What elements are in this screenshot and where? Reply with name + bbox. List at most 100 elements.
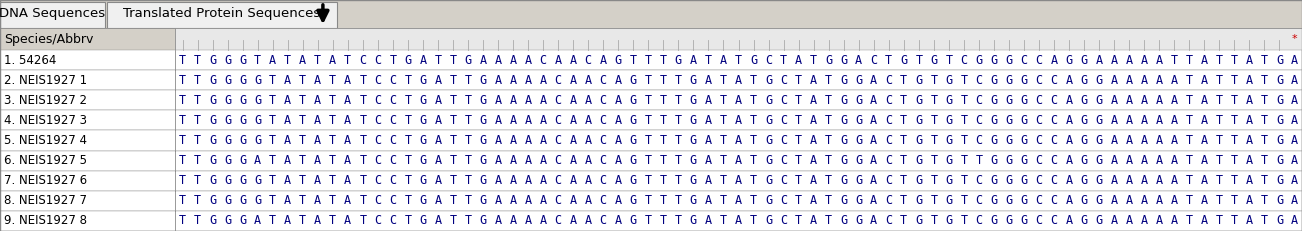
- Text: A: A: [1156, 134, 1163, 147]
- Text: T: T: [796, 154, 802, 167]
- Text: G: G: [1021, 94, 1027, 107]
- Text: T: T: [961, 194, 967, 207]
- Text: G: G: [690, 114, 697, 127]
- Text: T: T: [299, 74, 306, 87]
- Text: G: G: [945, 134, 953, 147]
- Text: A: A: [254, 214, 262, 228]
- Text: G: G: [991, 54, 997, 67]
- Text: G: G: [945, 174, 953, 187]
- Text: G: G: [1081, 54, 1087, 67]
- Text: T: T: [674, 154, 682, 167]
- Text: A: A: [1126, 134, 1133, 147]
- Text: G: G: [1021, 74, 1027, 87]
- Text: T: T: [900, 214, 907, 228]
- Text: T: T: [1260, 194, 1268, 207]
- Text: T: T: [704, 54, 712, 67]
- Text: A: A: [1065, 174, 1073, 187]
- Text: A: A: [1065, 94, 1073, 107]
- Text: C: C: [1051, 74, 1057, 87]
- Text: G: G: [840, 214, 848, 228]
- Text: T: T: [329, 194, 336, 207]
- Text: A: A: [1111, 54, 1117, 67]
- Text: 9. NEIS1927 8: 9. NEIS1927 8: [4, 214, 87, 228]
- Text: G: G: [465, 54, 471, 67]
- Text: T: T: [178, 54, 186, 67]
- Text: T: T: [1260, 134, 1268, 147]
- Text: T: T: [465, 194, 471, 207]
- Text: G: G: [690, 94, 697, 107]
- Text: A: A: [704, 114, 712, 127]
- Text: T: T: [644, 94, 652, 107]
- Text: G: G: [1021, 174, 1027, 187]
- Text: A: A: [539, 114, 547, 127]
- Text: A: A: [495, 94, 501, 107]
- Text: T: T: [660, 94, 667, 107]
- Text: T: T: [1186, 214, 1193, 228]
- Text: A: A: [344, 154, 352, 167]
- Text: C: C: [885, 114, 892, 127]
- Text: A: A: [1246, 94, 1253, 107]
- Text: G: G: [240, 194, 246, 207]
- Text: C: C: [870, 54, 878, 67]
- Text: G: G: [419, 194, 427, 207]
- Text: A: A: [314, 94, 322, 107]
- Text: T: T: [1260, 94, 1268, 107]
- Text: T: T: [314, 54, 322, 67]
- Text: G: G: [840, 94, 848, 107]
- Text: G: G: [419, 174, 427, 187]
- Text: C: C: [555, 134, 561, 147]
- Text: A: A: [810, 154, 818, 167]
- Bar: [0, 151, 1302, 171]
- Text: G: G: [991, 154, 997, 167]
- Text: G: G: [840, 174, 848, 187]
- Text: T: T: [825, 94, 832, 107]
- Text: G: G: [240, 134, 246, 147]
- Text: G: G: [915, 74, 922, 87]
- Text: T: T: [1260, 74, 1268, 87]
- Text: T: T: [630, 54, 637, 67]
- Text: G: G: [1005, 74, 1013, 87]
- Text: A: A: [1126, 114, 1133, 127]
- Text: A: A: [734, 74, 742, 87]
- Text: T: T: [825, 74, 832, 87]
- Text: A: A: [704, 94, 712, 107]
- Text: 1. 54264: 1. 54264: [4, 54, 56, 67]
- Text: T: T: [931, 134, 937, 147]
- Text: C: C: [885, 94, 892, 107]
- Text: C: C: [1035, 94, 1043, 107]
- Text: A: A: [585, 134, 592, 147]
- Text: A: A: [1065, 194, 1073, 207]
- Text: C: C: [374, 134, 381, 147]
- Text: G: G: [766, 194, 772, 207]
- Text: T: T: [405, 154, 411, 167]
- Text: G: G: [1021, 114, 1027, 127]
- Text: G: G: [479, 114, 487, 127]
- Text: C: C: [389, 194, 396, 207]
- Text: A: A: [1246, 74, 1253, 87]
- Text: T: T: [344, 54, 352, 67]
- Text: C: C: [600, 214, 607, 228]
- Text: A: A: [1200, 74, 1208, 87]
- Text: A: A: [509, 134, 517, 147]
- Text: A: A: [435, 154, 441, 167]
- Text: T: T: [750, 114, 756, 127]
- Text: T: T: [825, 214, 832, 228]
- Text: C: C: [389, 94, 396, 107]
- Text: A: A: [615, 214, 622, 228]
- Text: T: T: [674, 194, 682, 207]
- Text: C: C: [975, 94, 983, 107]
- Text: T: T: [750, 94, 756, 107]
- Text: A: A: [1126, 74, 1133, 87]
- Text: C: C: [780, 74, 788, 87]
- Text: A: A: [1051, 54, 1057, 67]
- Text: A: A: [615, 174, 622, 187]
- Text: T: T: [825, 154, 832, 167]
- Text: T: T: [1260, 174, 1268, 187]
- Text: A: A: [870, 114, 878, 127]
- Text: A: A: [314, 214, 322, 228]
- Text: A: A: [509, 54, 517, 67]
- Text: T: T: [674, 74, 682, 87]
- Text: A: A: [495, 194, 501, 207]
- Text: T: T: [750, 174, 756, 187]
- Text: T: T: [1260, 54, 1268, 67]
